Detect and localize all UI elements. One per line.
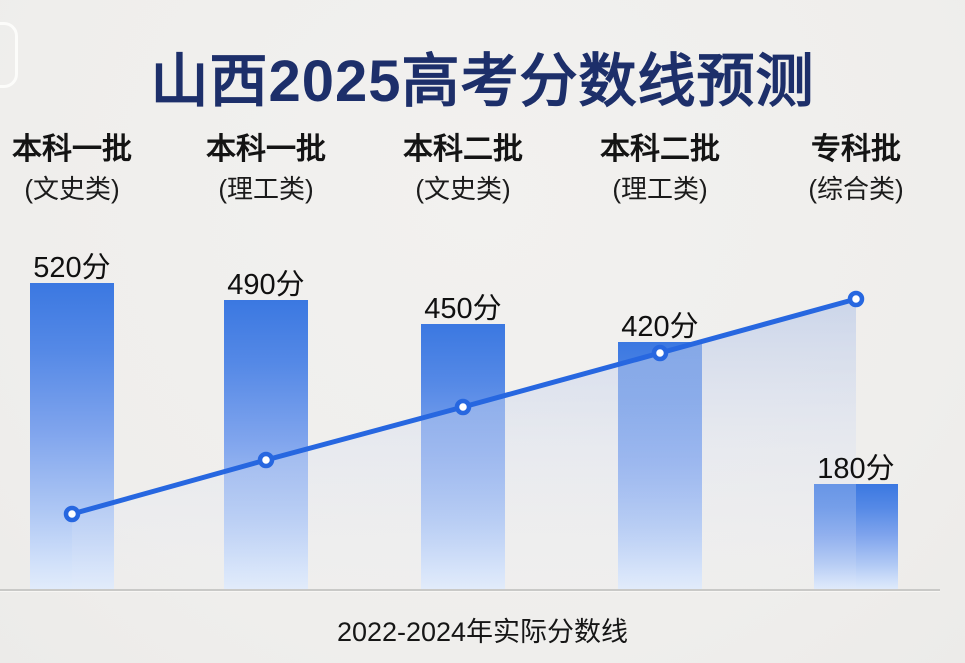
category-header-5: 专科批 (综合类): [761, 132, 951, 205]
chart-title: 山西2025高考分数线预测: [150, 49, 815, 114]
value-label-490: 490分: [227, 269, 305, 301]
trend-marker: [847, 290, 865, 308]
category-name: 专科批: [811, 133, 901, 166]
category-header-3: 本科二批 (文史类): [368, 132, 558, 205]
category-name: 本科二批: [403, 133, 523, 166]
footer-caption: 2022-2024年实际分数线: [336, 617, 629, 647]
category-subtitle: (理工类): [218, 174, 314, 204]
category-name: 本科二批: [600, 133, 720, 166]
value-label-520: 520分: [33, 252, 111, 284]
category-subtitle: (综合类): [808, 174, 904, 204]
category-header-2: 本科一批 (理工类): [171, 132, 361, 205]
baseline-divider: [0, 589, 940, 592]
category-subtitle: (文史类): [415, 174, 511, 204]
bar-zhuanke: [814, 484, 898, 591]
category-subtitle: (理工类): [612, 174, 708, 204]
category-name: 本科一批: [12, 133, 132, 166]
value-label-180: 180分: [817, 453, 895, 485]
category-header-4: 本科二批 (理工类): [565, 132, 755, 205]
value-label-450: 450分: [424, 293, 502, 325]
bar-benke1-ligong: [224, 300, 308, 591]
category-name: 本科一批: [206, 133, 326, 166]
bar-benke2-ligong: [618, 342, 702, 591]
bar-benke1-wenshi: [30, 283, 114, 591]
value-label-420: 420分: [621, 311, 699, 343]
category-subtitle: (文史类): [24, 174, 120, 204]
bar-benke2-wenshi: [421, 324, 505, 591]
corner-decoration: [0, 22, 18, 88]
category-header-1: 本科一批 (文史类): [0, 132, 167, 205]
